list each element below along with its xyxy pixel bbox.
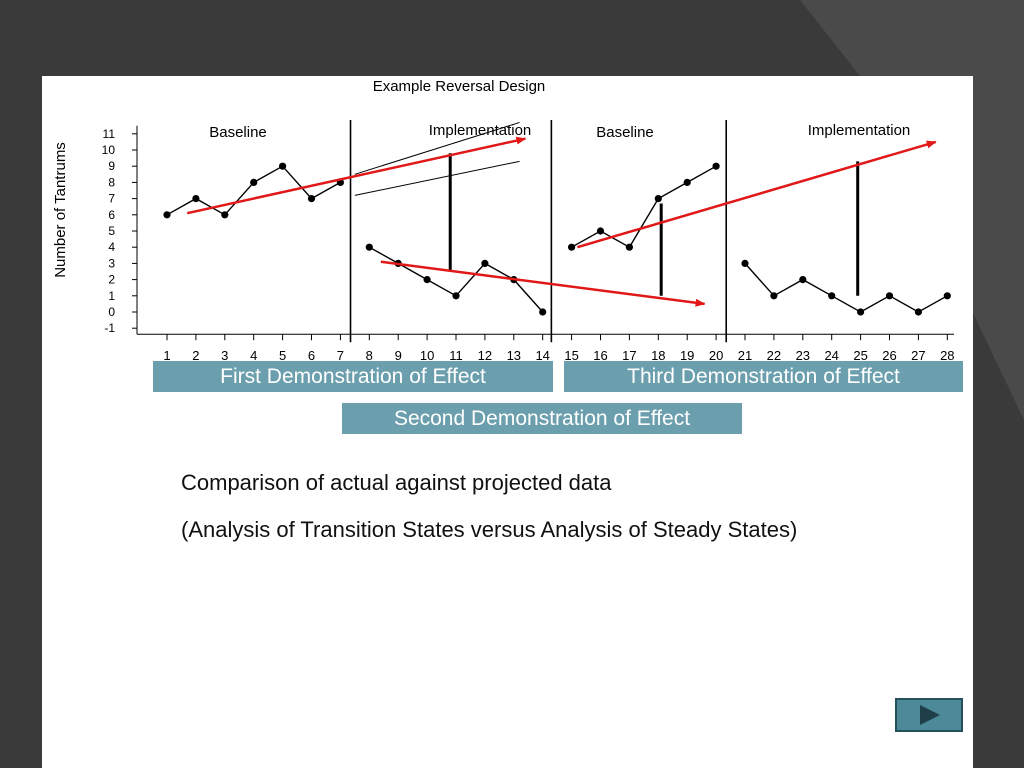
trend-arrow (186, 136, 527, 215)
trend-arrow (380, 260, 706, 307)
y-tick-label: 0 (108, 305, 115, 319)
chart-title: Example Reversal Design (373, 78, 546, 95)
phase-label: Implementation (429, 122, 532, 139)
x-tick-label: 6 (308, 348, 315, 363)
data-point (799, 276, 807, 284)
data-point (365, 243, 373, 251)
data-point (770, 292, 778, 300)
x-tick-label: 11 (449, 348, 463, 363)
y-tick-label: 11 (103, 127, 116, 141)
x-tick-label: 23 (796, 348, 810, 363)
x-tick-label: 26 (882, 348, 896, 363)
data-point (683, 178, 691, 186)
x-tick-label: 5 (279, 348, 286, 363)
phase-label: Baseline (209, 124, 267, 141)
y-axis-label: Number of Tantrums (52, 142, 69, 278)
phase-change-lines (349, 120, 728, 343)
y-tick-label: 8 (108, 175, 115, 189)
data-point (250, 178, 258, 186)
x-tick-label: 4 (250, 348, 257, 363)
data-point (914, 308, 923, 316)
y-tick-label: 1 (108, 289, 115, 303)
x-tick-label: 18 (651, 348, 665, 363)
first-demonstration-label: First Demonstration of Effect (153, 361, 553, 392)
reversal-design-chart: Example Reversal Design Number of Tantru… (52, 78, 955, 363)
x-tick-label: 28 (940, 348, 954, 363)
phase-label: Baseline (596, 124, 654, 141)
x-tick-label: 3 (221, 348, 228, 363)
slide: Example Reversal Design Number of Tantru… (42, 76, 973, 768)
trend-arrows (186, 136, 937, 307)
data-point (221, 211, 229, 219)
data-point (857, 308, 865, 316)
series-line (166, 165, 341, 216)
projection-line (354, 160, 520, 196)
x-tick-label: 21 (738, 348, 752, 363)
x-tick-label: 12 (478, 348, 492, 363)
x-tick-label: 22 (767, 348, 781, 363)
y-tick-label: -1 (104, 321, 115, 335)
x-tick-label: 19 (680, 348, 694, 363)
y-tick-label: 3 (108, 256, 115, 270)
axes (132, 125, 954, 341)
data-point (423, 276, 431, 284)
x-tick-label: 27 (911, 348, 925, 363)
data-point (279, 162, 287, 170)
phase-label: Implementation (808, 122, 911, 139)
y-tick-label: 9 (108, 159, 115, 173)
x-tick-label: 7 (337, 348, 344, 363)
x-tick-labels: 1 2 3 4 5 6 7 8 9 10 11 12 13 14 15 16 17 18 19 20 21 22 23 24 2… (163, 348, 954, 363)
data-series (163, 162, 951, 316)
data-point (712, 162, 720, 170)
x-tick-label: 13 (507, 348, 521, 363)
caption-line-1: Comparison of actual against projected d… (181, 470, 612, 495)
next-slide-button[interactable] (895, 698, 963, 732)
data-point (539, 308, 547, 316)
series-line (744, 262, 948, 313)
y-tick-label: 2 (108, 273, 115, 287)
series-line (571, 165, 717, 249)
data-point (625, 243, 634, 251)
x-tick-label: 16 (593, 348, 607, 363)
data-point (568, 243, 576, 251)
trend-arrow (577, 140, 937, 249)
data-point (163, 211, 171, 219)
x-tick-label: 8 (366, 348, 373, 363)
third-demonstration-label: Third Demonstration of Effect (564, 361, 963, 392)
x-tick-label: 15 (564, 348, 578, 363)
x-tick-label: 2 (192, 348, 199, 363)
play-arrow-icon (920, 705, 940, 725)
data-point (452, 292, 460, 300)
x-tick-label: 1 (163, 348, 170, 363)
second-demonstration-label: Second Demonstration of Effect (342, 403, 742, 434)
x-tick-label: 17 (622, 348, 636, 363)
y-tick-label: 4 (108, 240, 115, 254)
x-tick-label: 10 (420, 348, 434, 363)
x-tick-label: 9 (395, 348, 402, 363)
data-point (741, 259, 749, 267)
y-tick-label: 5 (108, 224, 115, 238)
data-point (885, 292, 894, 300)
y-tick-label: 7 (108, 192, 115, 206)
caption-line-2: (Analysis of Transition States versus An… (181, 517, 798, 542)
projection-line (354, 121, 520, 175)
x-tick-label: 20 (709, 348, 723, 363)
data-point (943, 292, 951, 300)
data-point (481, 259, 489, 267)
effect-bars (448, 153, 860, 296)
phase-labels: Baseline Implementation Baseline Implementa… (209, 122, 910, 141)
y-tick-label: 6 (108, 208, 115, 222)
x-tick-label: 14 (535, 348, 549, 363)
data-point (828, 292, 836, 300)
data-point (654, 195, 662, 203)
y-tick-label: 10 (102, 143, 116, 157)
x-tick-label: 25 (853, 348, 867, 363)
data-point (307, 195, 316, 203)
data-point (596, 227, 605, 235)
projection-lines (354, 121, 520, 196)
data-point (192, 195, 200, 203)
x-tick-label: 24 (824, 348, 838, 363)
